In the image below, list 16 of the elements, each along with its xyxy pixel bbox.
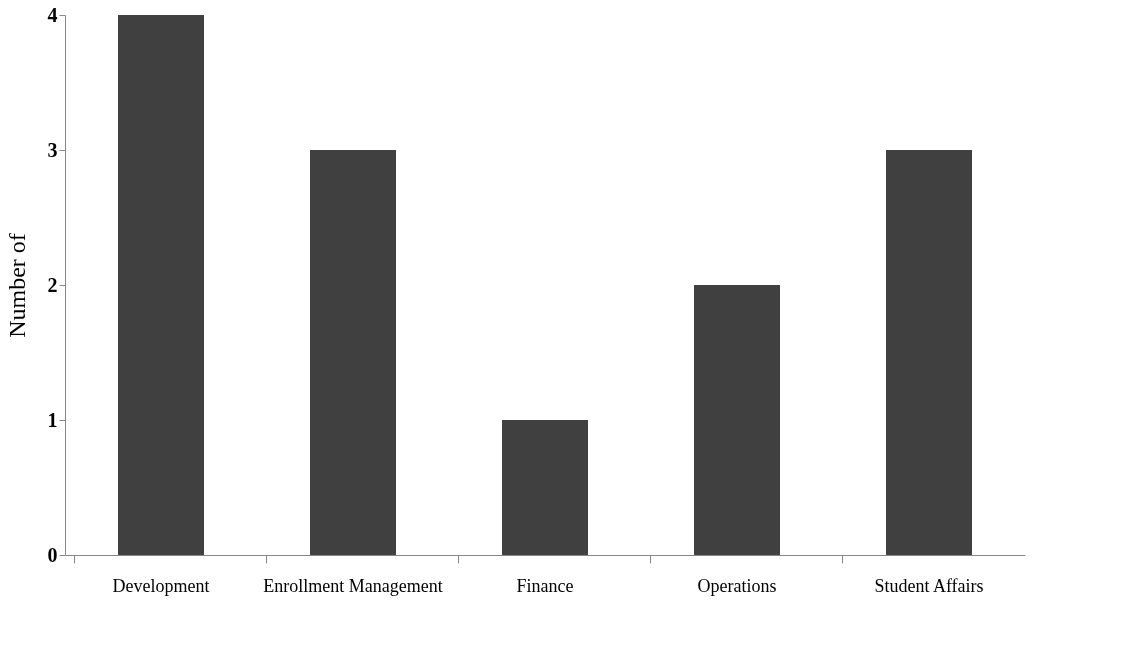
- x-tick-label: Finance: [516, 575, 574, 596]
- x-tick-label: Enrollment Management: [263, 575, 443, 596]
- bar: [886, 150, 972, 555]
- y-tick-label: 4: [47, 3, 58, 26]
- y-tick-label: 0: [47, 543, 58, 566]
- y-tick-label: 3: [47, 138, 58, 161]
- bar: [310, 150, 396, 555]
- y-axis-title: Number of: [3, 233, 30, 338]
- x-tick-label: Development: [112, 575, 210, 596]
- bar: [502, 420, 588, 555]
- x-tick-label: Operations: [697, 575, 777, 596]
- y-tick-label: 2: [47, 273, 58, 296]
- y-tick-label: 1: [47, 408, 58, 431]
- bar: [694, 285, 780, 555]
- bar: [118, 15, 204, 555]
- x-tick-label: Student Affairs: [874, 575, 984, 596]
